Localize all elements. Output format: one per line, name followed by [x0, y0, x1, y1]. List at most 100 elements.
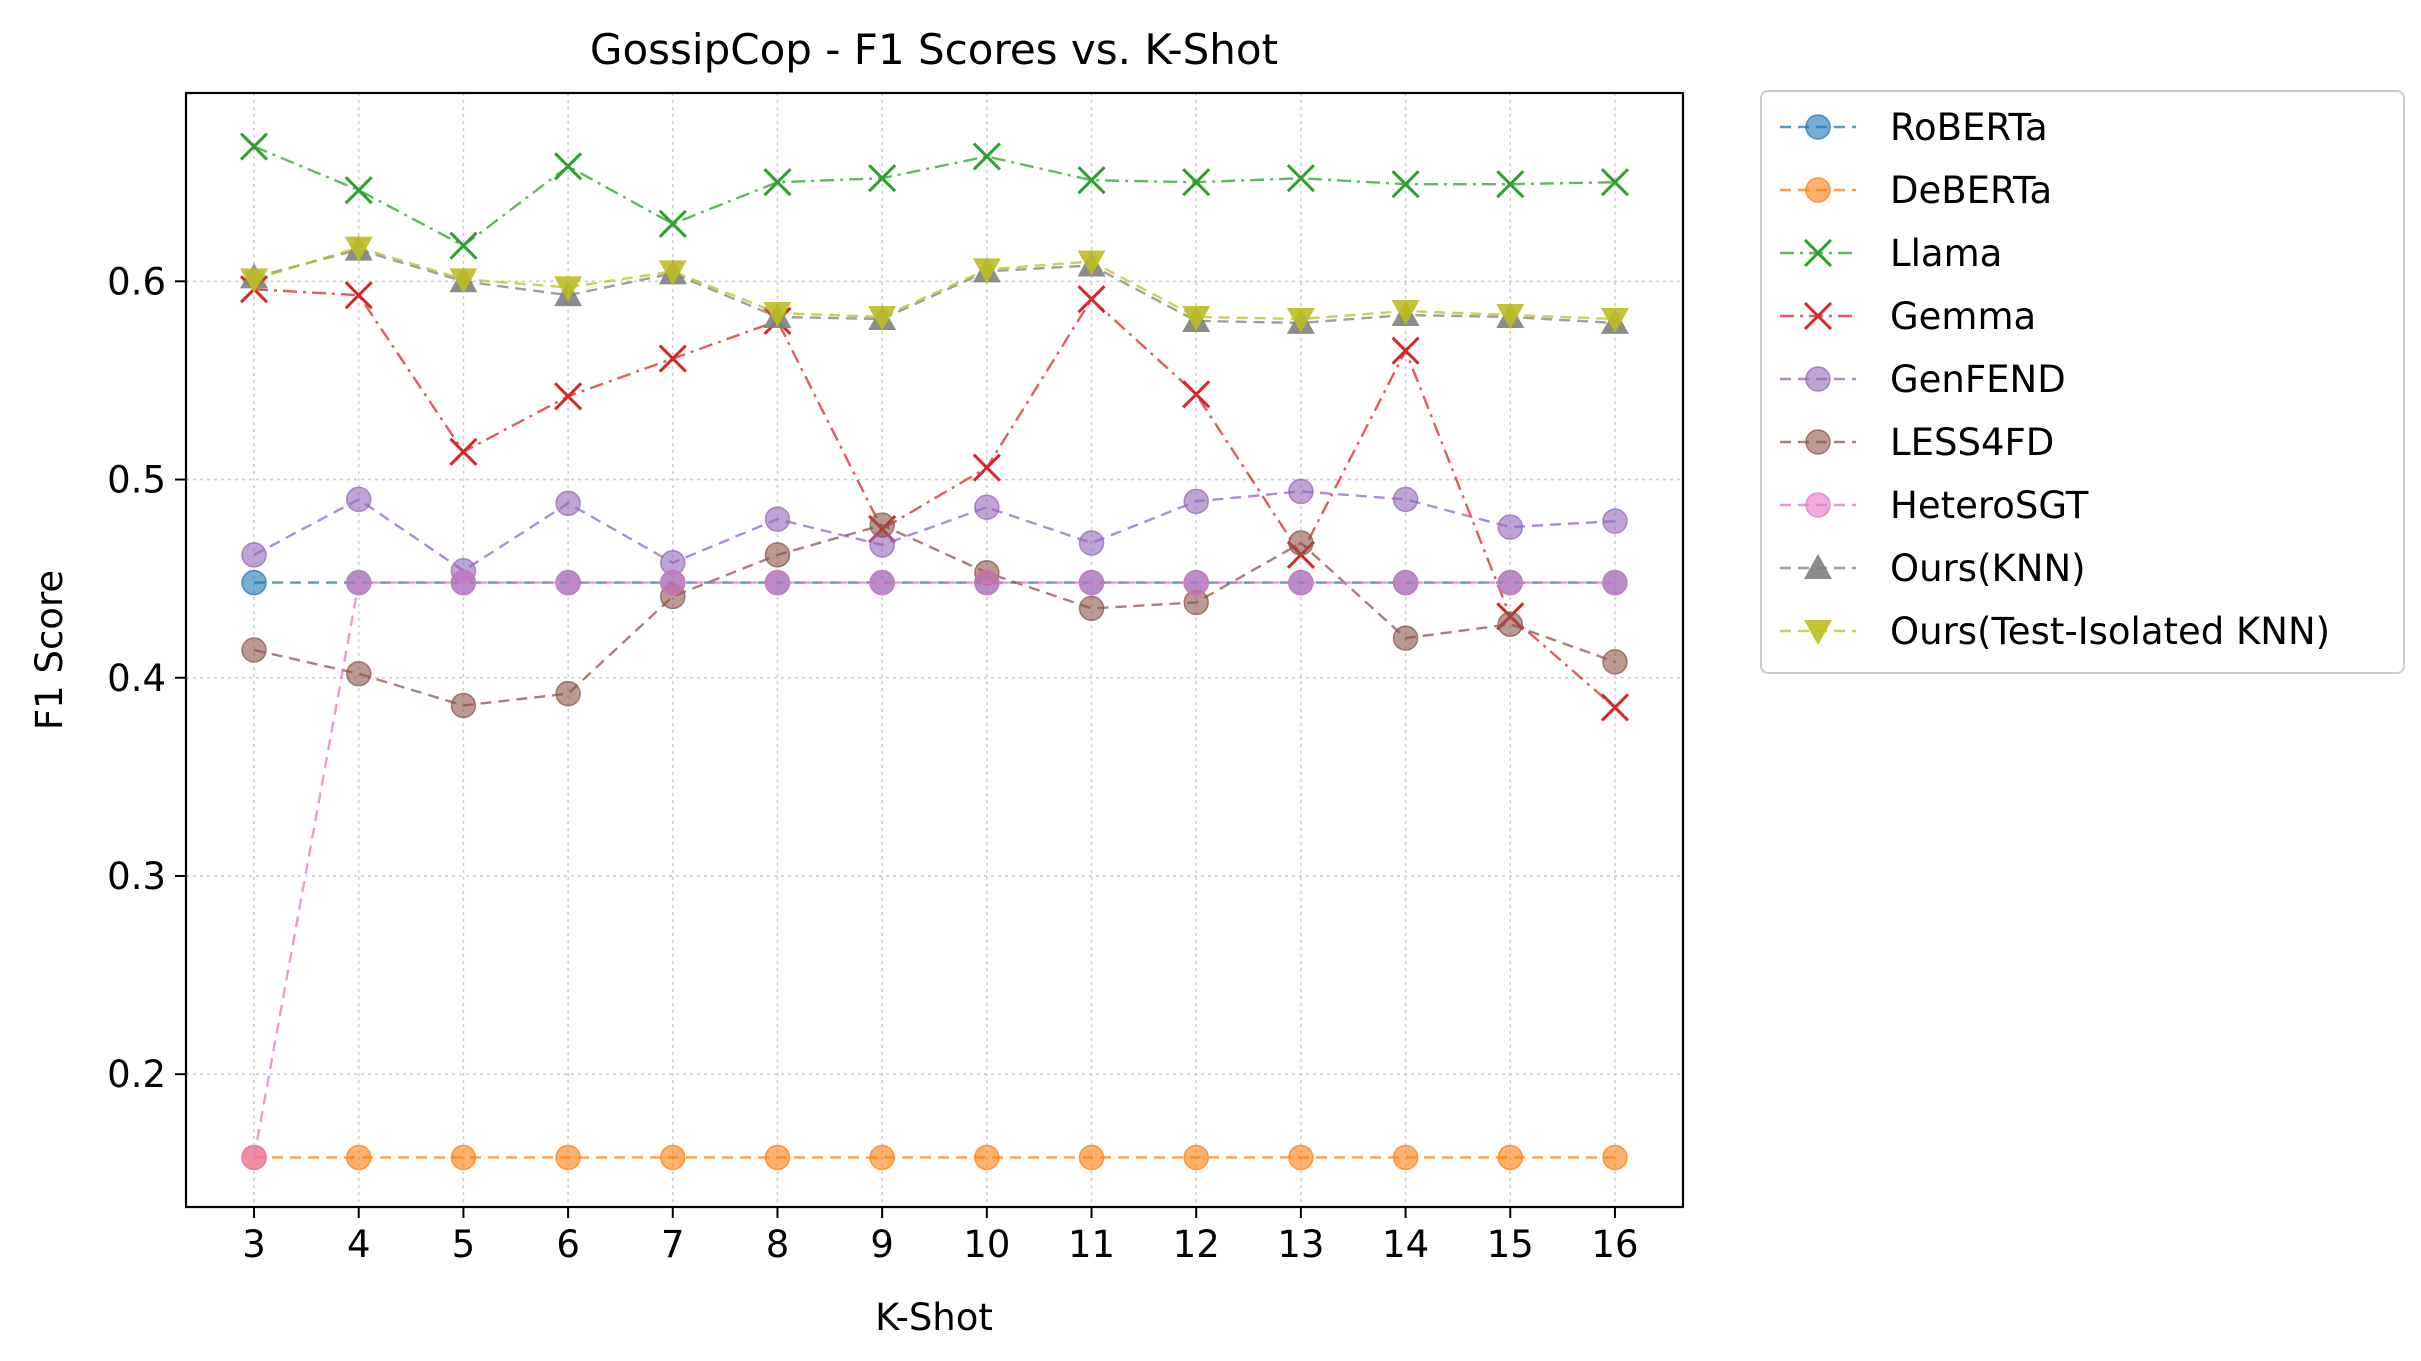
data-point — [554, 152, 583, 181]
x-tick-label: 15 — [1487, 1223, 1534, 1266]
legend-label: Ours(KNN) — [1890, 547, 2086, 590]
series-heterosgt — [241, 569, 1628, 1171]
series-ours-test-isolated-knn — [240, 236, 1629, 333]
x-tick-label: 9 — [870, 1223, 894, 1266]
data-point — [1288, 530, 1314, 556]
y-tick-label: 0.6 — [107, 260, 166, 303]
data-point — [450, 692, 477, 719]
legend-marker — [1804, 620, 1832, 645]
grid-lines — [186, 93, 1683, 1207]
data-point — [344, 236, 373, 262]
data-point — [868, 164, 897, 193]
legend-item-roberta: RoBERTa — [1780, 106, 2048, 149]
data-point — [1602, 508, 1628, 534]
legend-label: Ours(Test-Isolated KNN) — [1890, 610, 2330, 653]
data-point — [974, 1144, 1000, 1171]
data-point — [658, 209, 687, 238]
data-point — [1288, 569, 1314, 596]
data-point — [1391, 300, 1420, 326]
x-tick-label: 3 — [242, 1223, 266, 1266]
data-point — [1496, 170, 1525, 199]
data-point — [660, 1144, 686, 1171]
y-tick-label: 0.3 — [107, 855, 166, 898]
series-less4fd — [241, 512, 1628, 719]
data-point — [1392, 625, 1419, 651]
data-point — [972, 142, 1001, 171]
data-point — [869, 1144, 895, 1171]
legend-marker — [1805, 177, 1831, 203]
data-point — [764, 542, 791, 568]
data-point — [658, 260, 687, 286]
data-point — [555, 680, 581, 707]
data-point — [1602, 1144, 1628, 1171]
data-point — [1183, 569, 1209, 596]
chart-title: GossipCop - F1 Scores vs. K-Shot — [590, 25, 1278, 74]
data-point — [972, 258, 1001, 284]
data-point — [658, 344, 687, 373]
legend-label: RoBERTa — [1890, 106, 2048, 149]
data-point — [869, 512, 895, 538]
legend-label: GenFEND — [1890, 358, 2066, 401]
data-point — [241, 542, 267, 568]
data-point — [555, 490, 581, 517]
data-point — [1078, 1144, 1105, 1171]
x-tick-label: 5 — [452, 1223, 476, 1266]
y-tick-label: 0.5 — [107, 459, 166, 502]
data-point — [554, 276, 583, 302]
data-point — [345, 1144, 372, 1171]
legend-marker — [1805, 366, 1831, 392]
legend-item-llama: Llama — [1780, 232, 2002, 275]
data-point — [1392, 1144, 1419, 1171]
legend-item-genfend: GenFEND — [1780, 358, 2066, 401]
legend-item-ours-knn: Ours(KNN) — [1780, 547, 2086, 590]
data-point — [1182, 168, 1211, 197]
data-point — [868, 305, 897, 331]
data-point — [239, 132, 269, 161]
data-point — [1078, 595, 1105, 622]
series-line — [253, 145, 1615, 248]
data-point — [1602, 649, 1628, 675]
legend-marker — [1804, 554, 1832, 579]
data-point — [449, 437, 478, 466]
data-point — [869, 569, 895, 596]
data-point — [240, 268, 269, 294]
y-tick-label: 0.2 — [107, 1053, 166, 1096]
data-point — [241, 1144, 267, 1171]
legend-marker — [1803, 301, 1833, 331]
data-point — [764, 569, 791, 596]
data-point — [1391, 170, 1420, 199]
data-point — [449, 231, 478, 260]
legend-marker — [1805, 492, 1831, 518]
data-point — [763, 302, 792, 328]
legend-marker — [1805, 429, 1831, 455]
data-point — [1600, 168, 1630, 197]
data-point — [1496, 304, 1525, 330]
data-point — [1286, 164, 1315, 193]
data-point — [344, 281, 373, 310]
data-point — [1497, 514, 1524, 540]
x-tick-label: 8 — [766, 1223, 790, 1266]
series-layer — [239, 132, 1630, 1171]
x-tick-label: 14 — [1382, 1223, 1429, 1266]
data-point — [974, 569, 1000, 596]
legend-label: DeBERTa — [1890, 169, 2052, 212]
data-point — [1182, 305, 1211, 331]
data-point — [345, 486, 372, 513]
series-line — [253, 490, 1616, 573]
data-point — [1182, 380, 1211, 409]
data-point — [555, 1144, 581, 1171]
x-axis-label: K-Shot — [875, 1296, 993, 1339]
data-point — [1077, 166, 1106, 195]
series-genfend — [241, 478, 1628, 584]
x-tick-label: 4 — [347, 1223, 371, 1266]
plot-frame — [184, 91, 1685, 1209]
legend-item-heterosgt: HeteroSGT — [1780, 484, 2089, 527]
data-point — [1497, 611, 1524, 637]
data-point — [764, 506, 791, 532]
data-point — [1497, 569, 1524, 596]
data-point — [344, 176, 373, 205]
data-point — [1602, 569, 1628, 596]
data-point — [449, 268, 478, 294]
data-point — [345, 569, 372, 596]
data-point — [1497, 1144, 1524, 1171]
